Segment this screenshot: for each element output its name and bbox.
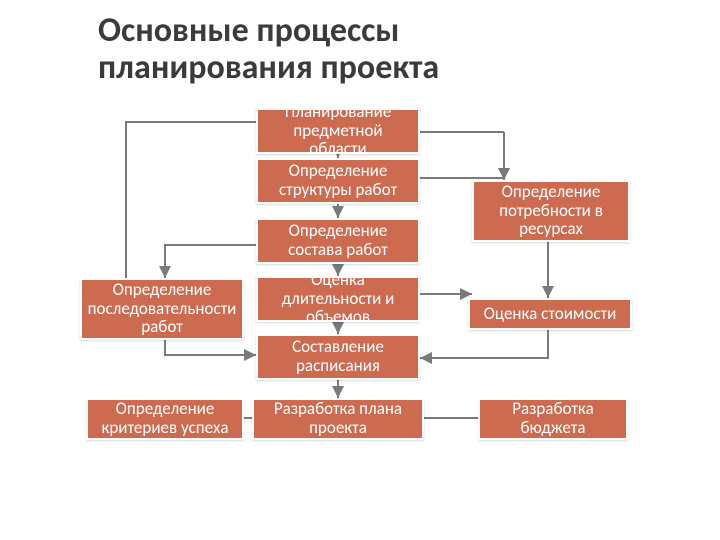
process-box-b7: Определение последовательности работ: [80, 278, 244, 340]
process-box-b1: Планирование предметной области: [256, 108, 420, 154]
process-box-b6: Разработка плана проекта: [252, 398, 424, 440]
process-box-b9: Определение потребности в ресурсах: [472, 180, 630, 242]
process-box-b3: Определение состава работ: [256, 218, 420, 264]
process-box-b5: Составление расписания: [256, 334, 420, 380]
slide: { "title": { "text": "Основные процессы …: [0, 0, 720, 540]
slide-title: Основные процессы планирования проекта: [98, 12, 618, 87]
process-box-b10: Оценка стоимости: [468, 298, 632, 330]
process-box-b2: Определение структуры работ: [256, 158, 420, 204]
process-box-b4: Оценка длительности и объемов: [256, 276, 420, 322]
process-box-b11: Разработка бюджета: [478, 398, 628, 440]
process-box-b8: Определение критериев успеха: [86, 398, 244, 440]
